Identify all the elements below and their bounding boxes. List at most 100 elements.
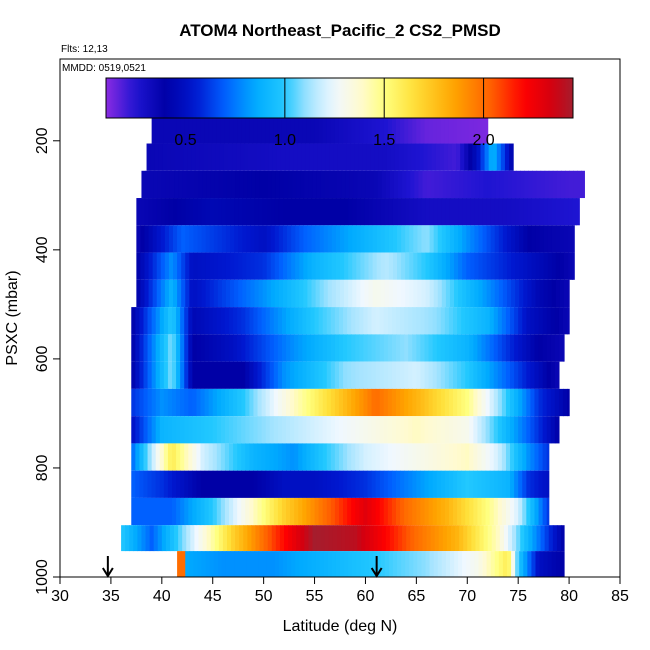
heatmap-cell <box>157 170 163 199</box>
heatmap-cell <box>217 551 223 577</box>
heatmap-cell <box>450 525 456 552</box>
heatmap-cell <box>314 116 320 144</box>
heatmap-cell <box>493 497 499 526</box>
heatmap-cell <box>290 470 295 498</box>
heatmap-cell <box>477 361 483 389</box>
heatmap-cell <box>493 307 499 335</box>
heatmap-cell <box>330 307 336 335</box>
heatmap-cell <box>404 497 409 526</box>
heatmap-cell <box>523 252 528 280</box>
heatmap-cell <box>254 198 260 226</box>
heatmap-cell <box>230 551 235 577</box>
heatmap-cell <box>318 497 324 526</box>
heatmap-cell <box>231 525 236 552</box>
heatmap-cell <box>511 225 516 253</box>
heatmap-cell <box>444 416 450 444</box>
heatmap-cell <box>327 551 333 577</box>
heatmap-cell <box>250 225 256 253</box>
heatmap-cell <box>261 443 267 471</box>
heatmap-cell <box>149 525 155 552</box>
heatmap-cell <box>131 497 136 526</box>
heatmap-cell <box>372 551 378 577</box>
heatmap-cell <box>131 443 136 471</box>
heatmap-cell <box>351 443 356 471</box>
y-axis-label: PSXC (mbar) <box>4 270 21 365</box>
heatmap-cell <box>470 198 475 226</box>
heatmap-cell <box>199 143 205 171</box>
heatmap-cell <box>310 334 316 362</box>
heatmap-cell <box>401 198 406 226</box>
heatmap-cell <box>161 170 167 199</box>
heatmap-cell <box>180 334 185 362</box>
heatmap-cell <box>368 198 374 226</box>
heatmap-cell <box>162 143 168 171</box>
heatmap-cell <box>369 170 375 199</box>
heatmap-cell <box>180 307 185 335</box>
heatmap-cell <box>145 170 151 199</box>
heatmap-cell <box>518 307 523 335</box>
heatmap-cell <box>409 279 414 308</box>
heatmap-cell <box>355 388 360 417</box>
heatmap-cell <box>335 551 341 577</box>
heatmap-cell <box>299 225 304 253</box>
heatmap-cell <box>508 170 513 199</box>
heatmap-cell <box>150 143 156 171</box>
heatmap-cell <box>454 279 459 308</box>
heatmap-cell <box>539 198 545 226</box>
heatmap-cell <box>292 525 297 552</box>
heatmap-cell <box>198 170 204 199</box>
heatmap-cell <box>348 225 353 253</box>
heatmap-cell <box>378 143 384 171</box>
heatmap-cell <box>242 252 247 280</box>
heatmap-cell <box>135 497 141 526</box>
heatmap-cell <box>340 225 345 253</box>
heatmap-cell <box>560 170 566 199</box>
heatmap-cell <box>165 170 171 199</box>
heatmap-cell <box>181 252 186 280</box>
heatmap-cell <box>567 388 570 417</box>
heatmap-cell <box>555 225 561 253</box>
heatmap-cell <box>388 198 394 226</box>
heatmap-cell <box>427 143 433 171</box>
heatmap-cell <box>372 225 378 253</box>
heatmap-cell <box>322 361 328 389</box>
heatmap-cell <box>322 307 328 335</box>
heatmap-cell <box>469 116 474 144</box>
heatmap-cell <box>216 497 222 526</box>
heatmap-cell <box>253 470 259 498</box>
heatmap-cell <box>277 388 283 417</box>
heatmap-cell <box>181 198 186 226</box>
heatmap-cell <box>213 551 219 577</box>
heatmap-cell <box>331 551 337 577</box>
heatmap-cell <box>461 388 466 417</box>
heatmap-cell <box>159 497 165 526</box>
heatmap-cell <box>184 497 189 526</box>
heatmap-cell <box>420 497 426 526</box>
heatmap-cell <box>224 388 230 417</box>
heatmap-cell <box>136 252 142 280</box>
heatmap-cell <box>261 497 267 526</box>
heatmap-cell <box>217 225 223 253</box>
heatmap-cell <box>542 307 548 335</box>
heatmap-cell <box>135 307 141 335</box>
heatmap-cell <box>270 198 276 226</box>
heatmap-cell <box>414 170 419 199</box>
heatmap-cell <box>367 334 373 362</box>
heatmap-cell <box>303 551 309 577</box>
heatmap-cell <box>394 143 400 171</box>
heatmap-cell <box>546 361 552 389</box>
heatmap-cell <box>245 361 250 389</box>
heatmap-cell <box>298 497 303 526</box>
heatmap-cell <box>357 525 362 552</box>
heatmap-cell <box>461 443 466 471</box>
heatmap-cell <box>306 470 312 498</box>
heatmap-cell <box>527 551 533 577</box>
heatmap-cell <box>408 416 413 444</box>
heatmap-cell <box>461 361 466 389</box>
heatmap-cell <box>467 170 472 199</box>
heatmap-cell <box>151 334 157 362</box>
heatmap-cell <box>294 334 299 362</box>
heatmap-cell <box>254 252 260 280</box>
heatmap-cell <box>359 497 365 526</box>
heatmap-cell <box>397 198 402 226</box>
